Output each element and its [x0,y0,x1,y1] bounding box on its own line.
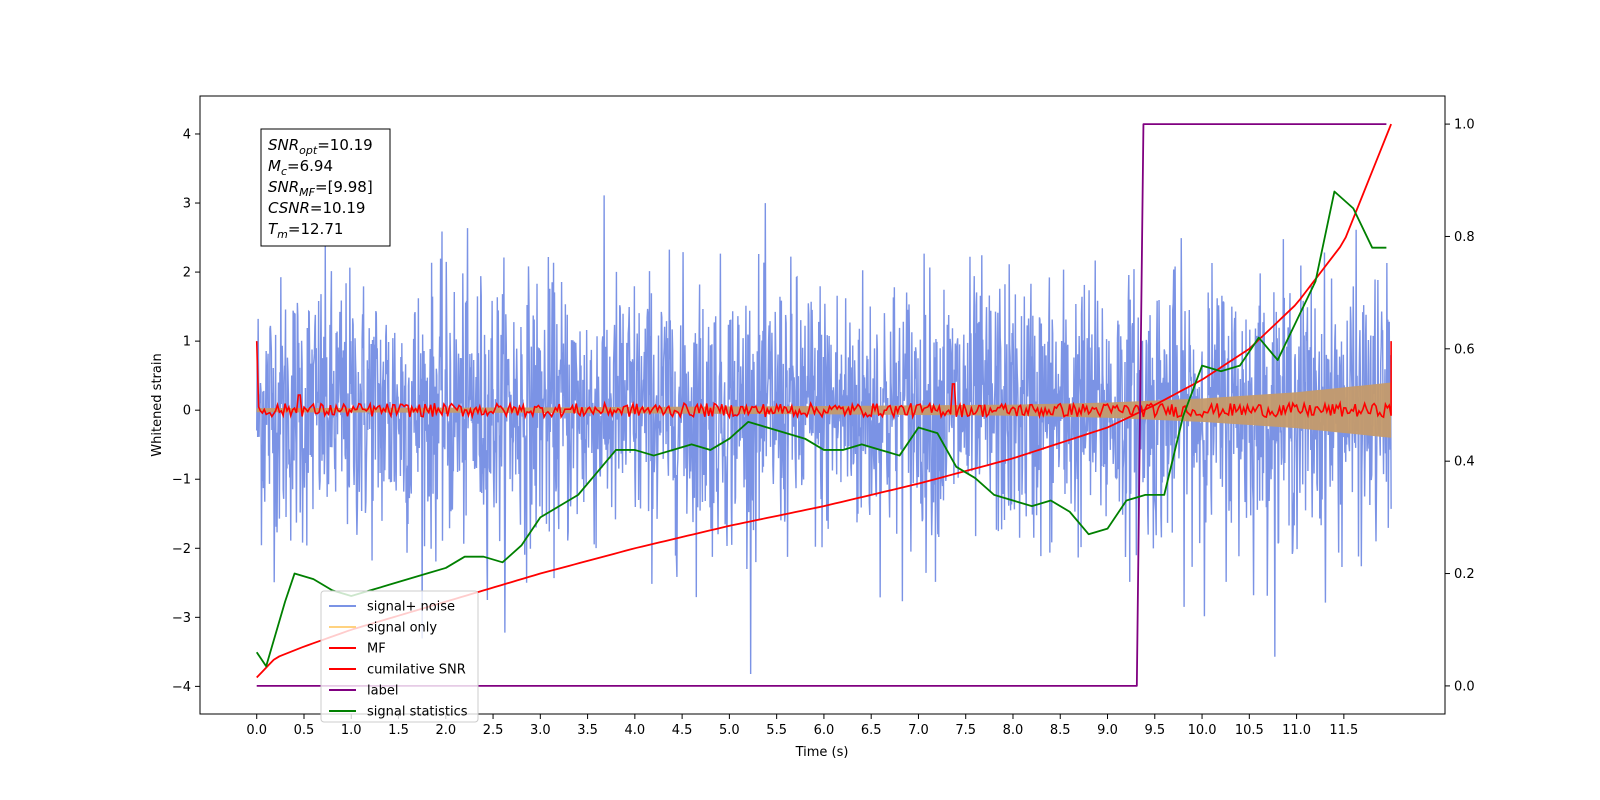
x-tick-label: 1.0 [341,723,362,738]
y-axis-label: Whitened strain [150,353,165,456]
legend-label: label [367,684,398,699]
legend-label: signal only [367,621,437,636]
y-tick-label: 2 [183,266,191,281]
x-tick-label: 11.5 [1329,723,1358,738]
x-tick-label: 9.0 [1097,723,1118,738]
annotation-line: SNRopt=10.19 [268,136,373,157]
annotation-symbol: SNR [268,178,299,196]
x-tick-label: 10.0 [1188,723,1217,738]
legend-label: signal+ noise [367,600,455,615]
x-tick-label: 4.0 [625,723,646,738]
x-tick-label: 1.5 [388,723,409,738]
y2-tick-label: 0.8 [1454,230,1475,245]
series-label [256,123,1387,687]
y-tick-label: 4 [183,127,191,142]
annotation-line: Tm=12.71 [268,220,343,241]
annotation-symbol: CSNR [268,199,310,217]
x-axis-label: Time (s) [795,745,849,760]
annotation-symbol: T [268,220,279,238]
x-tick-label: 5.0 [719,723,740,738]
annotation-symbol: M [268,157,281,175]
y-axis-right: 1.0 0.8 0.6 0.4 0.2 0.0 [1445,118,1475,694]
y2-tick-label: 1.0 [1454,118,1475,133]
y2-tick-label: 0.4 [1454,455,1475,470]
y-tick-label: −1 [172,473,191,488]
series-signal-statistics [255,190,1387,668]
x-axis: 0.0 0.5 1.0 1.5 2.0 2.5 3.0 3.5 4.0 4.5 5.0 5.5 6.0 6… [246,714,1358,738]
x-tick-label: 11.0 [1282,723,1311,738]
x-tick-label: 4.5 [672,723,693,738]
annotation-subscript: m [277,228,288,241]
x-tick-label: 8.5 [1050,723,1071,738]
legend-label: MF [367,642,386,657]
x-tick-label: 8.0 [1003,723,1024,738]
series-signal-noise [256,195,1392,674]
x-tick-label: 6.5 [861,723,882,738]
x-tick-label: 2.5 [483,723,504,738]
annotation-subscript: opt [299,144,318,157]
annotation-frame [260,128,391,247]
x-tick-label: 6.0 [814,723,835,738]
annotation-value: =6.94 [287,157,333,175]
y-tick-label: 0 [183,404,191,419]
annotation-line: SNRMF=[9.98] [268,178,373,199]
y-tick-label: −2 [172,542,191,557]
annotation-value: =12.71 [288,220,344,238]
annotation-symbol: SNR [268,136,299,154]
legend: signal+ noise signal only MF cumilative SNR… [320,590,479,723]
plot-frame [199,95,1446,715]
x-tick-label: 7.5 [955,723,976,738]
y-tick-label: 3 [183,197,191,212]
y-tick-label: 1 [183,335,191,350]
annotation-value: =10.19 [310,199,366,217]
annotation-line: Mc=6.94 [268,157,333,178]
y2-tick-label: 0.2 [1454,567,1475,582]
x-tick-label: 10.5 [1235,723,1264,738]
y-tick-label: −4 [172,680,191,695]
y-axis-left: 4 3 2 1 0 −1 −2 −3 −4 [172,127,200,695]
y2-tick-label: 0.0 [1454,679,1475,694]
annotation-value: =10.19 [317,136,373,154]
x-tick-label: 3.5 [577,723,598,738]
y-tick-label: −3 [172,611,191,626]
x-tick-label: 9.5 [1144,723,1165,738]
series-mf [255,341,1392,420]
annotation-subscript: c [281,165,287,178]
y2-tick-label: 0.6 [1454,342,1475,357]
x-tick-label: 7.0 [908,723,929,738]
x-tick-label: 5.5 [766,723,787,738]
x-tick-label: 2.0 [435,723,456,738]
annotation-line: CSNR=10.19 [268,199,365,217]
x-tick-label: 3.0 [530,723,551,738]
legend-label: signal statistics [367,705,468,720]
legend-frame [320,590,479,723]
legend-label: cumilative SNR [367,663,466,678]
stats-annotation-box: SNRopt=10.19Mc=6.94SNRMF=[9.98]CSNR=10.1… [260,128,391,247]
annotation-subscript: MF [299,186,315,199]
x-tick-label: 0.0 [246,723,267,738]
annotation-value: =[9.98] [315,178,373,196]
x-tick-label: 0.5 [294,723,315,738]
